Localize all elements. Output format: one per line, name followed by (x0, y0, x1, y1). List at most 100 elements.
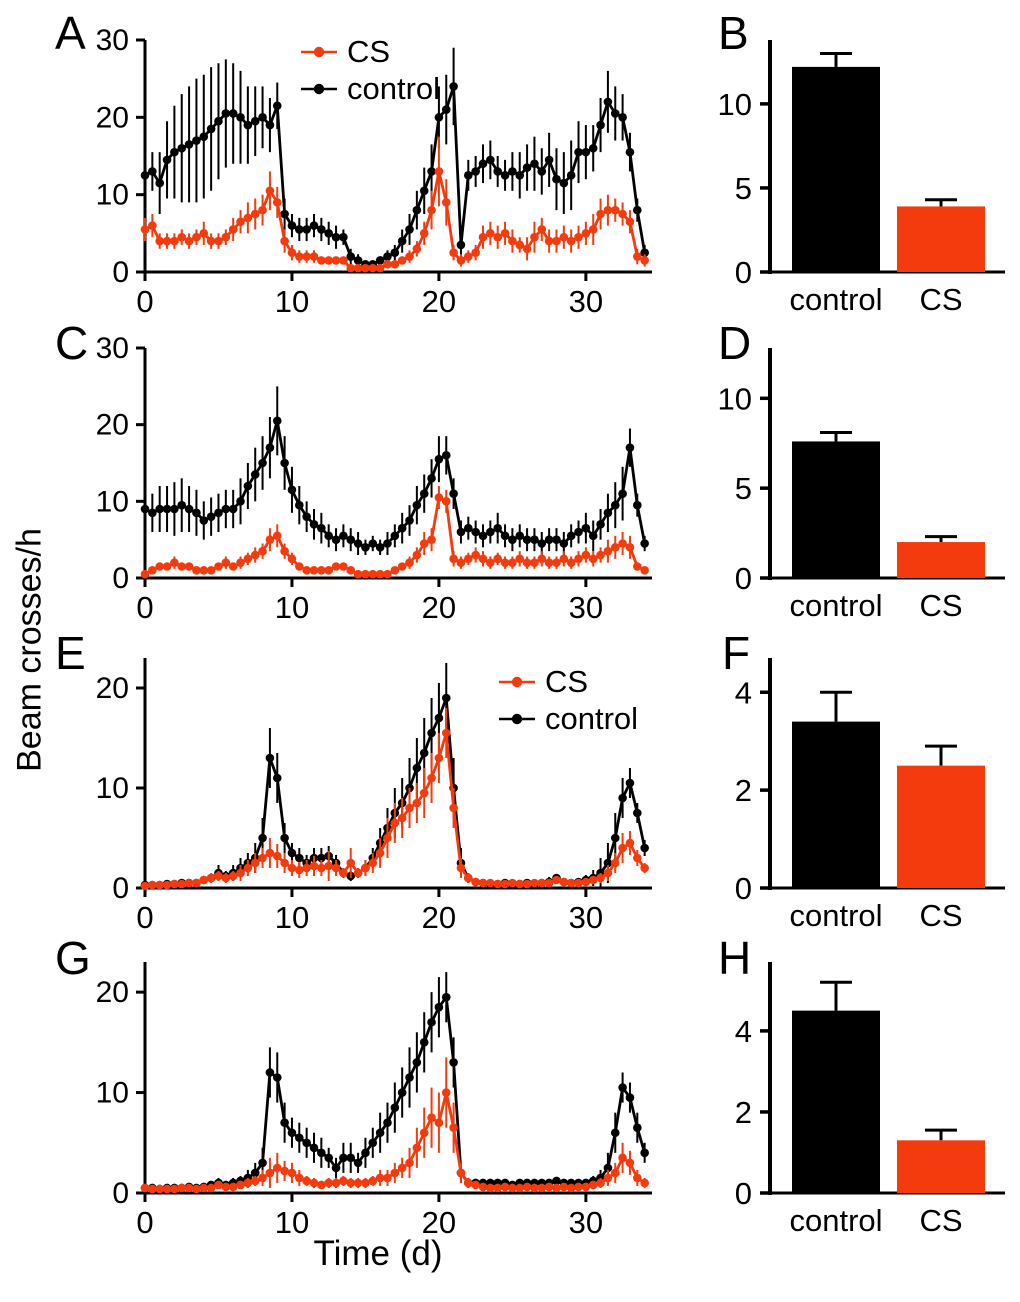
data-point-CS (339, 1176, 348, 1186)
x-tick-label: 20 (422, 1205, 456, 1240)
y-tick-label: 10 (96, 485, 129, 518)
y-tick-label: 4 (735, 675, 752, 710)
data-point-CS (397, 562, 407, 571)
data-point-control (287, 848, 297, 858)
data-point-control (280, 209, 289, 219)
data-point-control (508, 535, 517, 544)
data-point-CS (339, 256, 348, 265)
data-point-CS (295, 865, 304, 875)
data-point-CS (280, 858, 289, 868)
data-point-control (265, 443, 275, 452)
data-point-CS (184, 562, 194, 571)
data-point-CS (574, 1182, 583, 1192)
data-point-control (581, 147, 591, 157)
data-point-CS (434, 493, 444, 502)
data-point-control (302, 225, 311, 234)
data-point-CS (265, 186, 275, 196)
data-point-CS (405, 1158, 414, 1168)
data-point-CS (633, 252, 642, 261)
data-point-CS (456, 558, 466, 567)
data-point-CS (214, 1180, 223, 1190)
data-point-CS (192, 566, 201, 575)
y-tick-label: 0 (112, 1177, 129, 1210)
data-point-control (390, 531, 400, 541)
legend-label-control: control (347, 71, 441, 106)
category-label: CS (919, 282, 962, 317)
data-point-control (383, 252, 392, 261)
data-point-CS (412, 1143, 422, 1153)
data-point-CS (419, 539, 429, 548)
data-point-control (170, 504, 179, 514)
legend-item-control: control (498, 703, 638, 734)
x-tick-label: 0 (136, 900, 153, 935)
data-point-CS (508, 1183, 517, 1193)
data-point-control (390, 248, 400, 257)
data-point-control (515, 531, 525, 541)
data-point-CS (544, 878, 554, 888)
data-point-CS (287, 863, 297, 873)
data-point-CS (184, 236, 194, 246)
data-point-control (537, 167, 547, 176)
data-point-control (155, 504, 164, 514)
data-point-control (486, 155, 495, 165)
data-point-control (625, 1093, 635, 1102)
x-tick-label: 10 (275, 590, 309, 625)
data-point-control (331, 232, 341, 242)
data-point-CS (441, 497, 451, 506)
data-point-CS (419, 788, 429, 798)
data-point-CS (397, 256, 407, 265)
data-point-control (464, 171, 473, 180)
data-point-CS (140, 225, 150, 234)
control-legend-marker-icon (499, 713, 535, 724)
data-point-control (346, 252, 356, 261)
data-point-control (566, 531, 576, 541)
y-tick-label: 0 (112, 872, 129, 905)
data-point-CS (537, 1183, 547, 1193)
legend-panel-A: CS control (300, 36, 440, 104)
category-label: control (789, 282, 882, 317)
data-point-control (309, 1143, 319, 1153)
data-point-control (250, 1168, 260, 1178)
data-point-control (633, 500, 642, 510)
data-point-control (280, 458, 289, 468)
data-point-control (566, 171, 576, 180)
data-point-CS (331, 256, 341, 265)
data-point-control (552, 1176, 561, 1186)
data-point-CS (588, 554, 598, 564)
data-point-CS (405, 252, 414, 261)
data-point-control (236, 113, 245, 122)
data-point-control (295, 225, 304, 234)
data-point-control (625, 778, 635, 788)
data-point-control (243, 481, 253, 491)
data-point-CS (265, 535, 275, 544)
data-point-CS (140, 881, 150, 891)
data-point-control (419, 1038, 429, 1047)
data-point-CS (302, 566, 311, 575)
data-point-CS (177, 879, 187, 889)
category-label: CS (919, 588, 962, 623)
data-point-CS (339, 562, 348, 571)
data-point-control (471, 167, 480, 176)
data-point-CS (427, 773, 436, 783)
data-point-control (610, 1128, 620, 1138)
data-point-CS (552, 558, 561, 567)
data-point-CS (559, 554, 569, 564)
data-point-CS (250, 858, 260, 868)
data-point-CS (574, 554, 583, 564)
data-point-CS (493, 879, 502, 889)
data-point-CS (522, 244, 532, 254)
data-point-CS (324, 566, 333, 575)
data-point-control (530, 159, 539, 169)
data-point-CS (258, 1173, 267, 1183)
data-point-CS (162, 1184, 172, 1194)
data-point-control (353, 539, 363, 548)
data-point-CS (140, 569, 150, 579)
data-point-CS (206, 566, 216, 575)
category-label: control (789, 898, 882, 933)
data-point-CS (508, 558, 517, 567)
data-point-CS (596, 873, 605, 883)
data-point-CS (412, 550, 422, 560)
cs-legend-marker-icon (301, 46, 337, 57)
data-point-CS (618, 209, 627, 219)
data-point-control (375, 1128, 385, 1138)
